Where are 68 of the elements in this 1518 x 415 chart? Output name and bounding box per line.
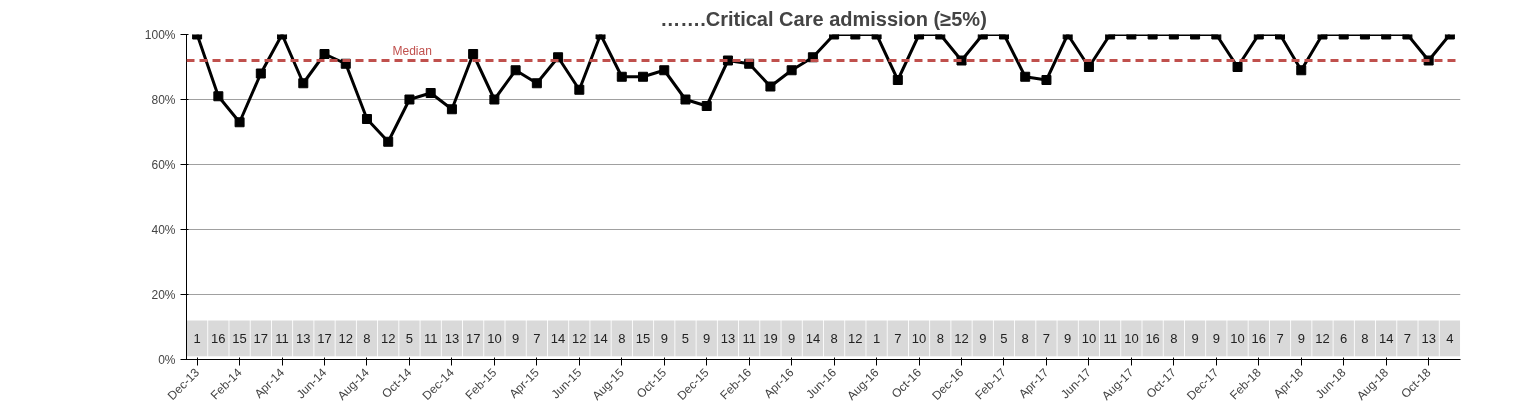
annotation: 9 [1212,330,1220,346]
annotation: 9 [703,330,711,346]
annotation: 11 [423,330,438,346]
annotation: 14 [1378,330,1394,346]
annotation: 9 [660,330,668,346]
annotation: 8 [363,330,371,346]
annotation: 15 [635,330,651,346]
annotation: 17 [465,330,481,346]
annotation: 6 [1340,330,1348,346]
ref-line-label: Median [392,43,432,58]
annotation: 19 [763,330,778,346]
annotation: 13 [296,330,311,346]
annotation: 10 [487,330,502,346]
annotation: 9 [979,330,987,346]
annotation: 16 [1145,330,1160,346]
annotation: 7 [1276,330,1284,346]
annotation: 5 [1000,330,1008,346]
annotation: 5 [405,330,414,346]
annotation: 5 [681,330,690,346]
y-tick-label: 60% [151,157,176,172]
annotation: 4 [1446,330,1454,346]
annotation: 14 [550,330,566,346]
y-tick-label: 80% [151,92,176,107]
annotation: 7 [1403,330,1412,346]
annotation: 17 [253,330,269,346]
annotation: 14 [805,330,821,346]
annotation: 8 [1170,330,1178,346]
annotation: 11 [1103,330,1117,346]
annotation: 7 [1042,330,1051,346]
annotation: 8 [1361,330,1369,346]
annotation: 10 [1230,330,1245,346]
annotation: 8 [830,330,838,346]
annotation: 15 [232,330,247,346]
annotation: 9 [788,330,796,346]
annotation: 10 [1124,330,1139,346]
annotation: 1 [872,330,881,346]
annotation: 12 [954,330,969,346]
annotation: 9 [1064,330,1072,346]
annotation: 17 [317,330,332,346]
annotation: 12 [1315,330,1330,346]
annotation: 12 [848,330,863,346]
annotation: 8 [936,330,944,346]
y-tick-label: 0% [158,352,176,367]
annotation: 12 [380,330,396,346]
chart-title: …….Critical Care admission (≥5%) [660,7,987,30]
annotation: 14 [593,330,608,346]
annotation: 9 [1191,330,1199,346]
annotation: 11 [742,330,756,346]
annotation: 7 [894,330,902,346]
y-tick-label: 100% [144,27,176,42]
annotation: 13 [720,330,736,346]
annotation: 16 [211,330,226,346]
annotation: 12 [338,330,353,346]
annotation: 1 [193,330,201,346]
annotation: 7 [533,330,541,346]
annotation: 12 [572,330,587,346]
annotation: 10 [1081,330,1097,346]
annotation: 13 [444,330,460,346]
annotation: 8 [1021,330,1029,346]
annotation: 8 [618,330,626,346]
annotation: 10 [911,330,927,346]
y-tick-label: 40% [151,222,176,237]
annotation: 16 [1251,330,1267,346]
annotation: 9 [1297,330,1305,346]
annotation: 11 [275,330,289,346]
y-tick-label: 20% [151,287,176,302]
annotation: 9 [512,330,520,346]
annotation: 13 [1421,330,1436,346]
